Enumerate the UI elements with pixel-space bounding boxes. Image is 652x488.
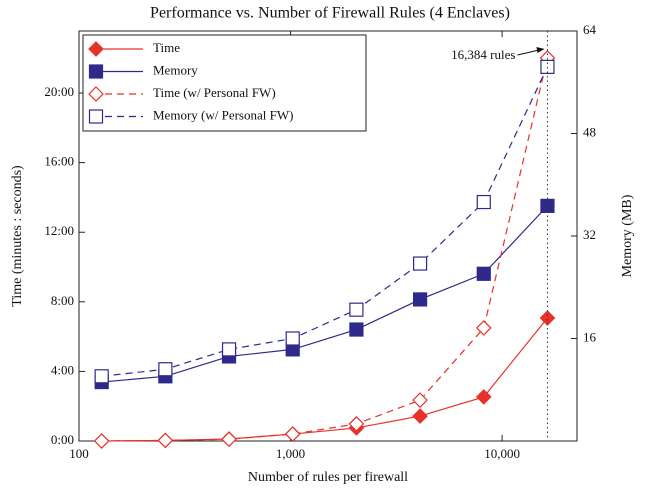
annotation-text: 16,384 rules: [451, 47, 515, 62]
marker: [349, 302, 364, 317]
x-tick-label: 100: [69, 446, 89, 461]
marker: [412, 256, 428, 271]
marker: [221, 431, 237, 448]
series-line: [101, 57, 549, 442]
x-tick-label: 10,000: [484, 446, 520, 461]
y2-tick-label: 32: [583, 227, 596, 242]
legend-marker: [88, 109, 104, 124]
y-tick-label: 0:00: [51, 432, 74, 447]
y-axis-label: Time (minutes : seconds): [10, 165, 25, 307]
y-tick-label: 4:00: [51, 362, 74, 377]
marker: [348, 416, 365, 432]
marker: [476, 266, 491, 281]
marker: [349, 322, 364, 337]
y-tick-label: 16:00: [44, 154, 74, 169]
marker: [412, 292, 428, 307]
marker: [476, 194, 491, 210]
y2-tick-label: 48: [583, 124, 596, 139]
marker: [157, 432, 174, 449]
y2-axis-label: Memory (MB): [620, 194, 635, 277]
series-line: [101, 66, 548, 377]
marker: [539, 310, 556, 326]
legend-marker: [88, 86, 104, 102]
y2-tick-label: 64: [583, 22, 597, 37]
chart-title: Performance vs. Number of Firewall Rules…: [150, 5, 510, 22]
y-tick-label: 8:00: [51, 293, 74, 308]
x-axis-label: Number of rules per firewall: [248, 470, 408, 485]
legend-box: [82, 34, 367, 132]
marker: [475, 320, 492, 336]
legend-label: Time (w/ Personal FW): [153, 85, 276, 100]
legend-label: Memory (w/ Personal FW): [153, 107, 293, 122]
marker: [93, 433, 110, 449]
x-tick-label: 1,000: [276, 446, 305, 461]
marker: [475, 389, 492, 405]
marker: [221, 342, 237, 357]
marker: [284, 426, 301, 442]
marker: [540, 198, 555, 213]
y2-tick-label: 16: [583, 329, 597, 344]
annotation-arrowhead: [536, 47, 545, 53]
series-line: [101, 205, 548, 383]
marker: [158, 362, 173, 377]
legend-label: Memory: [153, 62, 198, 77]
marker: [540, 59, 555, 74]
marker: [412, 392, 428, 408]
legend-marker: [88, 41, 104, 57]
marker: [94, 369, 109, 384]
y-tick-label: 20:00: [44, 84, 74, 99]
marker: [285, 331, 300, 346]
y-tick-label: 12:00: [44, 223, 74, 238]
legend-marker: [88, 64, 104, 79]
legend-label: Time: [153, 40, 180, 55]
marker: [412, 408, 428, 424]
